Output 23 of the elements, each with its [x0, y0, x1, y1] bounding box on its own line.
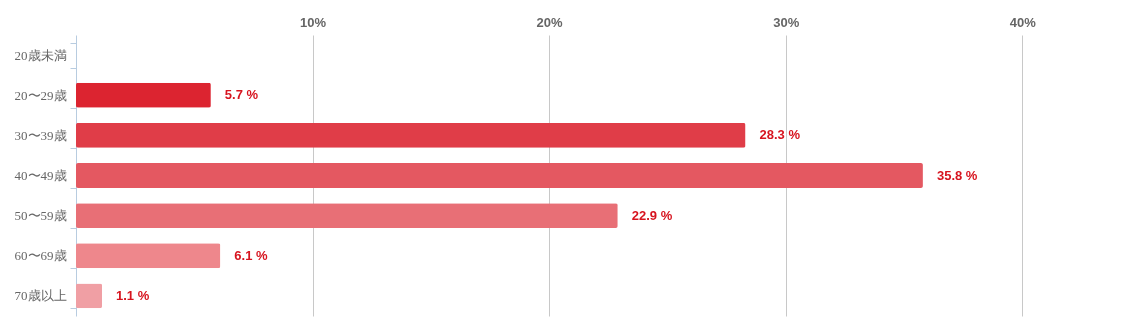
- y-tick-label: 60〜69歳: [14, 248, 67, 264]
- y-tick-label: 70歳以上: [14, 288, 67, 304]
- data-label: 35.8 %: [936, 167, 978, 183]
- data-label: 6.1 %: [234, 247, 268, 263]
- y-tick-label: 20歳未満: [14, 47, 67, 63]
- x-tick-label: 20%: [536, 14, 564, 30]
- data-label: 22.9 %: [631, 207, 673, 223]
- bar: [76, 122, 746, 148]
- data-label: 5.7 %: [224, 87, 259, 103]
- data-label: 28.3 %: [759, 127, 801, 143]
- y-tick-label: 30〜39歳: [14, 127, 67, 143]
- bar: [76, 163, 923, 188]
- bar: [76, 82, 211, 108]
- x-tick-label: 10%: [300, 14, 327, 30]
- y-tick-label: 20〜29歳: [14, 87, 67, 103]
- y-tick-label: 50〜59歳: [14, 208, 67, 224]
- y-tick-label: 40〜49歳: [14, 168, 67, 183]
- bar: [76, 203, 618, 229]
- x-tick-label: 40%: [1009, 14, 1037, 30]
- bar: [76, 283, 103, 309]
- data-label: 1.1 %: [116, 287, 150, 303]
- bar: [76, 243, 221, 269]
- x-tick-label: 30%: [773, 14, 800, 30]
